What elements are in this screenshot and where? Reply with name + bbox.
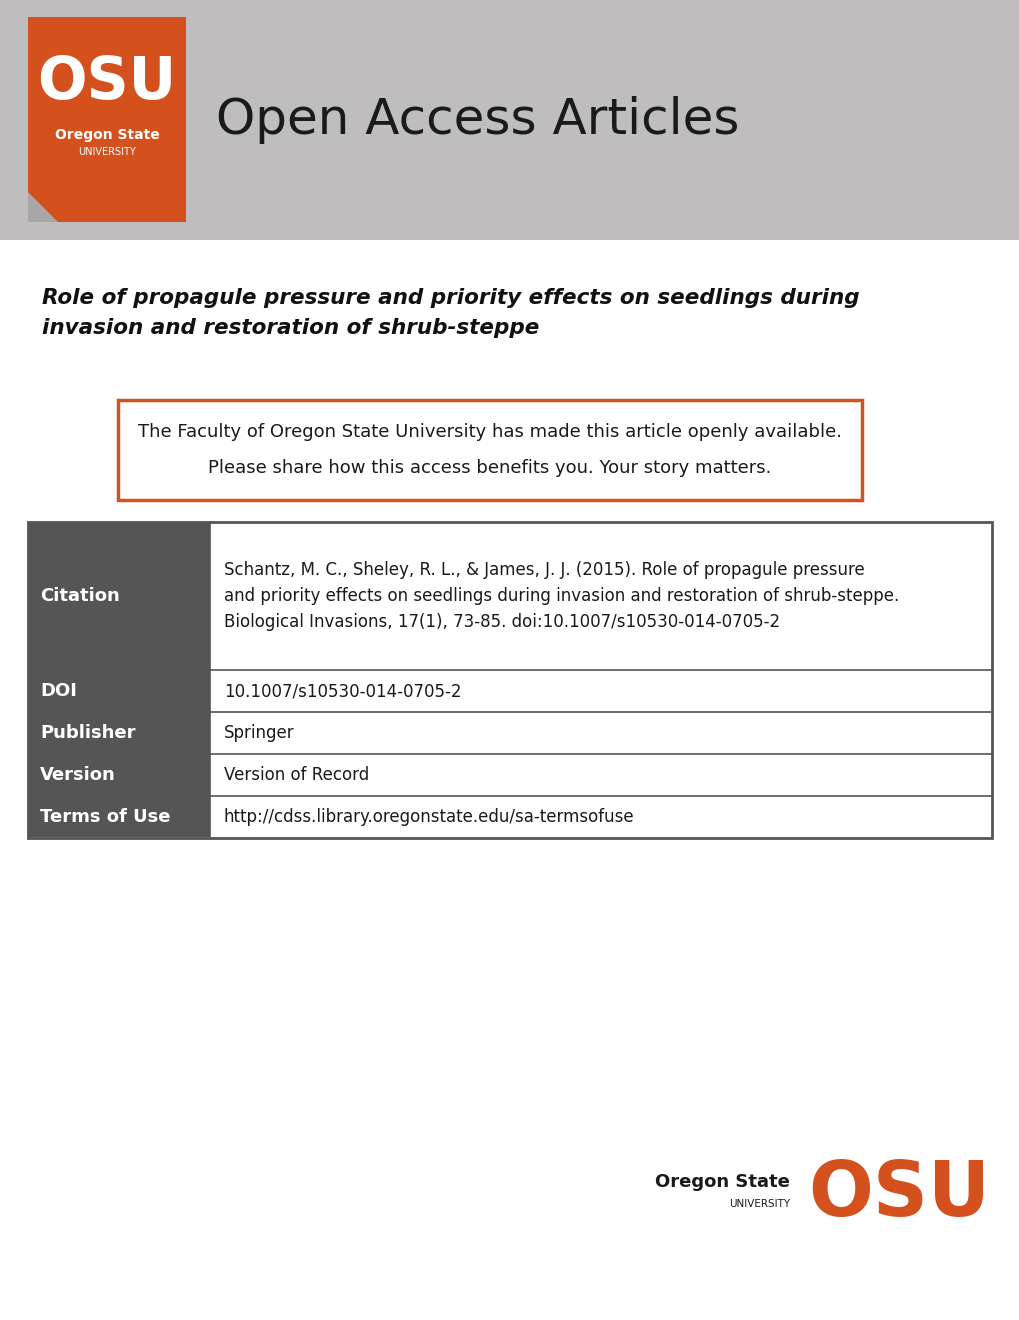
Bar <box>29 711 210 754</box>
Text: invasion and restoration of shrub-steppe: invasion and restoration of shrub-steppe <box>42 318 539 338</box>
Bar <box>28 521 991 838</box>
Text: DOI: DOI <box>40 682 76 700</box>
Text: Oregon State: Oregon State <box>654 1173 790 1191</box>
Text: 10.1007/s10530-014-0705-2: 10.1007/s10530-014-0705-2 <box>224 682 461 700</box>
Text: http://cdss.library.oregonstate.edu/sa-termsofuse: http://cdss.library.oregonstate.edu/sa-t… <box>224 808 634 826</box>
Text: Role of propagule pressure and priority effects on seedlings during: Role of propagule pressure and priority … <box>42 288 859 308</box>
Text: Biological Invasions, 17(1), 73-85. doi:10.1007/s10530-014-0705-2: Biological Invasions, 17(1), 73-85. doi:… <box>224 612 780 631</box>
Text: Version: Version <box>40 766 115 784</box>
Text: Terms of Use: Terms of Use <box>40 808 170 826</box>
Bar <box>29 521 210 671</box>
Text: Schantz, M. C., Sheley, R. L., & James, J. J. (2015). Role of propagule pressure: Schantz, M. C., Sheley, R. L., & James, … <box>224 561 864 579</box>
Text: The Faculty of Oregon State University has made this article openly available.: The Faculty of Oregon State University h… <box>138 422 841 441</box>
Text: Oregon State: Oregon State <box>55 128 159 143</box>
Text: UNIVERSITY: UNIVERSITY <box>729 1199 790 1209</box>
Bar <box>29 671 210 711</box>
Text: Please share how this access benefits you. Your story matters.: Please share how this access benefits yo… <box>208 459 771 477</box>
Bar <box>28 17 185 222</box>
Bar <box>29 754 210 796</box>
Polygon shape <box>28 191 58 222</box>
Text: Open Access Articles: Open Access Articles <box>216 96 739 144</box>
Text: Citation: Citation <box>40 587 119 605</box>
Text: Publisher: Publisher <box>40 723 136 742</box>
Text: OSU: OSU <box>807 1158 989 1232</box>
Bar <box>0 0 1019 240</box>
Text: OSU: OSU <box>38 54 176 111</box>
Bar <box>118 400 861 500</box>
Text: Version of Record: Version of Record <box>224 766 369 784</box>
Text: Springer: Springer <box>224 723 294 742</box>
Text: and priority effects on seedlings during invasion and restoration of shrub-stepp: and priority effects on seedlings during… <box>224 587 899 605</box>
Text: UNIVERSITY: UNIVERSITY <box>78 147 136 157</box>
Bar <box>29 796 210 837</box>
